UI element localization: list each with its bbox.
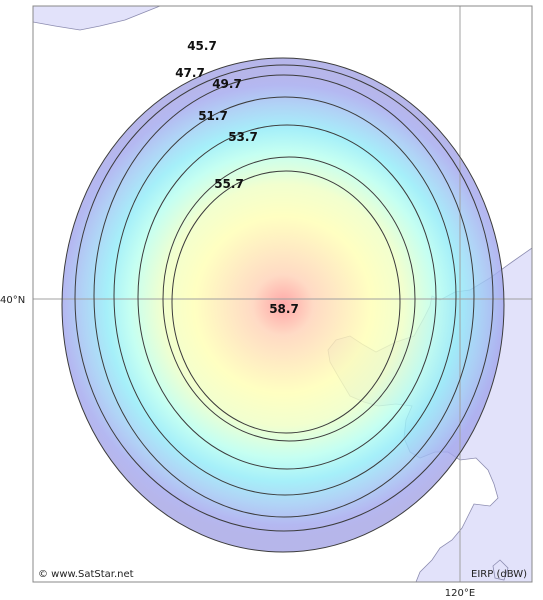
unit-label: EIRP (dBW): [471, 569, 527, 580]
contour-ring: [113, 96, 457, 496]
frame-border: [32, 5, 533, 583]
contour-labels: 45.7 47.7 49.7 51.7 53.7 55.7 58.7: [175, 39, 299, 316]
contour-ring: [162, 156, 416, 442]
latitude-label: 40°N: [0, 295, 25, 306]
contour-ring: [93, 74, 475, 518]
beam-footprint: [62, 58, 504, 552]
contour-ring: [61, 57, 505, 553]
contour-label: 45.7: [187, 39, 217, 53]
contour-ring: [74, 64, 494, 532]
contour-ring: [137, 124, 437, 470]
contour-label: 49.7: [212, 77, 242, 91]
credit-text: © www.SatStar.net: [38, 569, 134, 580]
peak-label: 58.7: [269, 302, 299, 316]
longitude-label: 120°E: [445, 588, 475, 599]
graticule: [33, 6, 532, 582]
contour-ring: [171, 170, 401, 434]
contour-label: 47.7: [175, 66, 205, 80]
contour-rings: [61, 57, 505, 553]
contour-label: 55.7: [214, 177, 244, 191]
small-island: [492, 559, 509, 581]
contour-label: 53.7: [228, 130, 258, 144]
contour-label: 51.7: [198, 109, 228, 123]
